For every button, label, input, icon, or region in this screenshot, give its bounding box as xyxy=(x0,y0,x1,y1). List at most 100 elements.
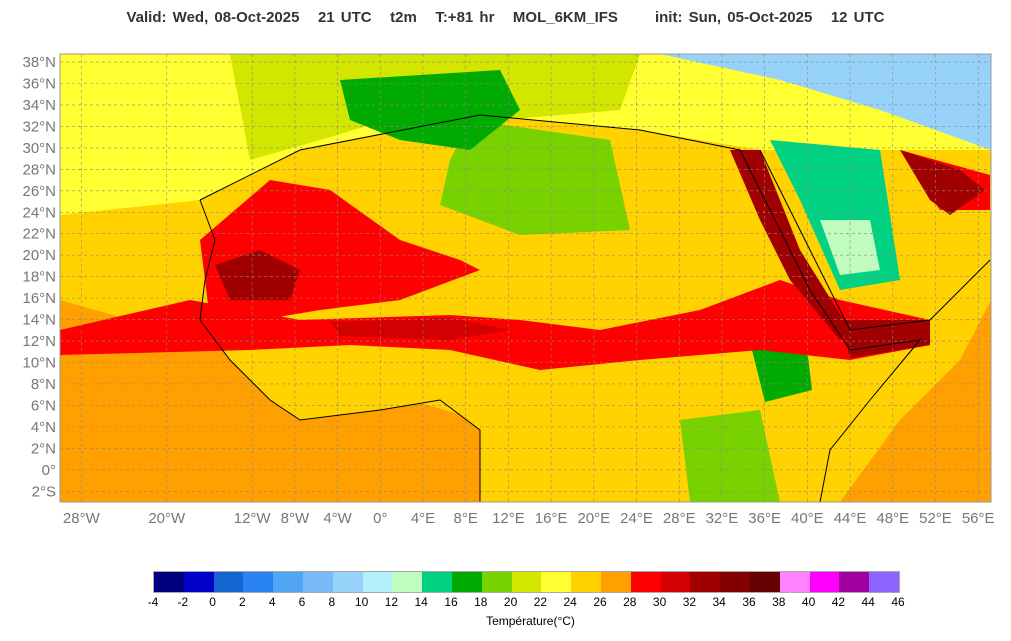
lon-tick-label: 32°E xyxy=(706,510,739,527)
lat-tick-label: 22°N xyxy=(22,226,56,243)
colorbar-tick-label: 40 xyxy=(801,595,816,609)
colorbar-swatch xyxy=(690,572,721,592)
colorbar-tick-label: -2 xyxy=(177,595,189,609)
lat-tick-label: 12°N xyxy=(22,333,56,350)
lon-tick-label: 28°E xyxy=(663,510,696,527)
lat-tick-label: 2°S xyxy=(32,483,56,500)
lat-tick-label: 26°N xyxy=(22,183,56,200)
coastline-arabia xyxy=(759,149,991,331)
colorbar-tick-label: 0 xyxy=(209,595,216,609)
lat-tick-label: 14°N xyxy=(22,312,56,329)
lat-tick-label: 0° xyxy=(42,462,56,479)
lat-tick-label: 36°N xyxy=(22,76,56,93)
lon-tick-label: 16°E xyxy=(535,510,568,527)
colorbar-swatch xyxy=(302,572,333,592)
colorbar-swatch xyxy=(451,572,482,592)
sahel-core-band xyxy=(330,318,510,340)
lon-tick-label: 56°E xyxy=(962,510,995,527)
colorbar-labels: -4 -2 0 2 4 6 8 10 12 14 16 18 20 22 24 26 28 30 32 34 36 38 4… xyxy=(0,595,1011,611)
west-sahara-core-field xyxy=(215,250,300,300)
colorbar-tick-label: 16 xyxy=(444,595,458,609)
colorbar-swatch xyxy=(213,572,244,592)
map-title: Valid: Wed, 08-Oct-2025 21 UTC t2m T:+81… xyxy=(126,9,885,26)
colorbar-swatch xyxy=(243,572,274,592)
colorbar-tick-label: 8 xyxy=(328,595,336,609)
lat-tick-label: 38°N xyxy=(22,54,56,71)
lat-tick-label: 28°N xyxy=(22,161,56,178)
colorbar-tick-label: 14 xyxy=(414,595,428,609)
lon-tick-label: 40°E xyxy=(791,510,824,527)
east-africa-green-field xyxy=(680,410,780,502)
colorbar-tick-label: 18 xyxy=(474,595,488,609)
lat-tick-label: 30°N xyxy=(22,140,56,157)
northeast-cold-field xyxy=(660,54,991,150)
lat-tick-label: 16°N xyxy=(22,290,56,307)
colorbar-tick-label: 42 xyxy=(831,595,846,609)
colorbar-swatch xyxy=(869,572,899,592)
colorbar-tick-label: 22 xyxy=(533,595,548,609)
colorbar-swatch xyxy=(779,572,810,592)
colorbar-swatch xyxy=(183,572,214,592)
colorbar-swatch xyxy=(332,572,363,592)
colorbar-swatch xyxy=(362,572,393,592)
lat-tick-label: 20°N xyxy=(22,247,56,264)
colorbar-swatch xyxy=(720,572,750,592)
lat-tick-label: 32°N xyxy=(22,118,56,135)
colorbar-tick-label: 30 xyxy=(652,595,667,609)
lon-tick-label: 12°E xyxy=(492,510,525,527)
lon-tick-label: 24°E xyxy=(620,510,653,527)
colorbar-swatch xyxy=(273,572,303,592)
red-sea-field xyxy=(730,150,850,340)
lon-tick-label: 44°E xyxy=(834,510,867,527)
colorbar-swatch xyxy=(154,572,184,592)
colorbar-tick-label: 46 xyxy=(891,595,905,609)
colorbar-tick-label: 2 xyxy=(239,595,246,609)
colorbar-tick-label: 26 xyxy=(593,595,607,609)
colorbar xyxy=(153,571,900,593)
lon-tick-label: 8°W xyxy=(281,510,310,527)
colorbar-swatch xyxy=(392,572,423,592)
libya-green-field xyxy=(440,120,630,235)
lat-tick-label: 18°N xyxy=(22,269,56,286)
atlas-green-field xyxy=(340,70,520,150)
colorbar-tick-label: 28 xyxy=(623,595,637,609)
coastline xyxy=(199,199,481,502)
lon-tick-label: 20°E xyxy=(577,510,610,527)
coastline-east xyxy=(199,114,922,502)
lon-tick-label: 52°E xyxy=(919,510,952,527)
colorbar-tick-label: 34 xyxy=(712,595,726,609)
lon-tick-label: 36°E xyxy=(748,510,781,527)
persian-gulf-field xyxy=(900,150,985,215)
colorbar-swatch xyxy=(541,572,572,592)
colorbar-tick-label: 24 xyxy=(563,595,577,609)
axis-ticks: 38°N 36°N 34°N 32°N 30°N 28°N 26°N 24°N 22°N 20°N… xyxy=(22,54,994,527)
graticule xyxy=(60,54,991,502)
lon-tick-label: 28°W xyxy=(63,510,101,527)
lat-tick-label: 4°N xyxy=(31,419,56,436)
lon-tick-label: 4°W xyxy=(323,510,352,527)
lat-tick-label: 10°N xyxy=(22,355,56,372)
colorbar-tick-label: 4 xyxy=(268,595,276,609)
lon-tick-label: 48°E xyxy=(876,510,909,527)
colorbar-swatch xyxy=(749,572,780,592)
sahel-hot-band xyxy=(60,280,930,370)
colorbar-swatch xyxy=(660,572,691,592)
colorbar-swatch xyxy=(630,572,661,592)
colorbar-swatch xyxy=(511,572,542,592)
colorbar-tick-label: 10 xyxy=(354,595,369,609)
colorbar-tick-label: 32 xyxy=(682,595,697,609)
lat-tick-label: 2°N xyxy=(31,440,56,457)
colorbar-tick-label: 38 xyxy=(772,595,786,609)
colorbar-swatch xyxy=(422,572,452,592)
colorbar-tick-label: 20 xyxy=(503,595,518,609)
colorbar-tick-label: -4 xyxy=(147,595,159,609)
colorbar-swatch xyxy=(571,572,601,592)
lat-tick-label: 24°N xyxy=(22,204,56,221)
lon-tick-label: 20°W xyxy=(148,510,186,527)
lon-tick-label: 8°E xyxy=(454,510,478,527)
lon-tick-label: 12°W xyxy=(234,510,272,527)
colorbar-tick-label: 44 xyxy=(861,595,875,609)
colorbar-tick-label: 12 xyxy=(384,595,399,609)
lon-tick-label: 0° xyxy=(373,510,387,527)
colorbar-tick-label: 36 xyxy=(742,595,756,609)
